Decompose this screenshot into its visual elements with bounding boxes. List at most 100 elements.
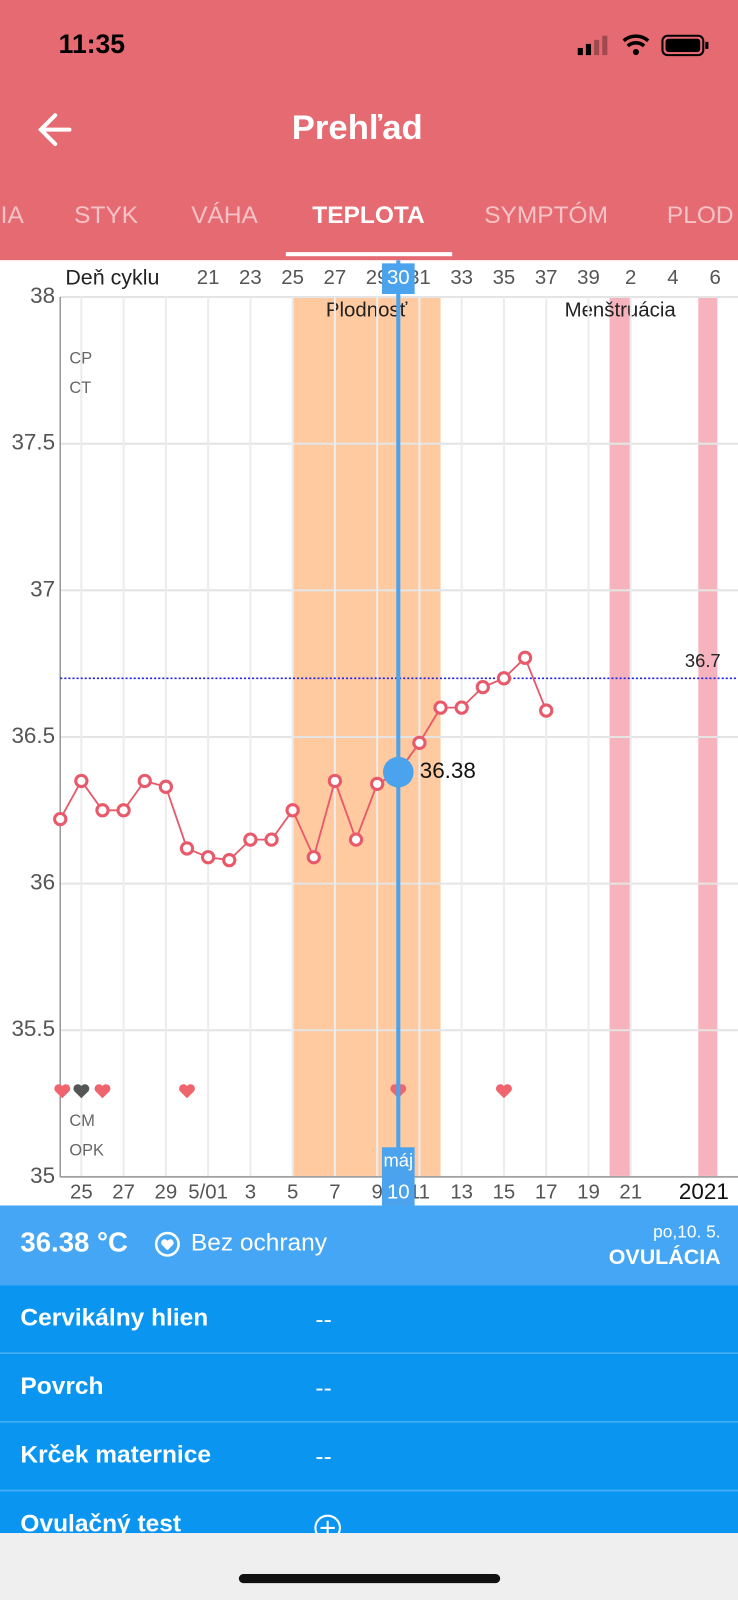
selected-cycle-day: 30 <box>387 267 410 289</box>
status-time: 11:35 <box>59 29 126 59</box>
heart <box>495 1084 512 1099</box>
screen-title: Prehľad <box>292 109 423 147</box>
data-point <box>53 811 68 827</box>
tab-bar: IA STYK VÁHA TEPLOTA SYMPTÓM PLOD <box>1 202 734 229</box>
data-point <box>264 832 279 847</box>
heart <box>73 1084 90 1099</box>
data-point <box>137 773 152 789</box>
x-tick-label: 21 <box>619 1182 642 1204</box>
tab[interactable]: STYK <box>74 202 139 229</box>
cycle-day-label: 4 <box>667 267 678 289</box>
y-tick-label: 35.5 <box>11 1016 55 1041</box>
add-button-plus <box>320 1520 335 1536</box>
data-point <box>517 650 533 665</box>
detail-label[interactable]: Krček maternice <box>20 1442 211 1469</box>
active-tab-indicator <box>285 252 453 257</box>
summary-phase: OVULÁCIA <box>609 1244 721 1269</box>
data-point <box>475 679 490 695</box>
x-tick-label: 27 <box>112 1182 135 1204</box>
data-point <box>222 853 237 868</box>
x-tick-label: 5/01 <box>188 1182 228 1204</box>
cycle-day-label: 37 <box>535 267 558 289</box>
y-tick-label: 37 <box>30 576 55 601</box>
x-tick-label: 7 <box>329 1182 340 1204</box>
band-label: Plodnosť <box>326 300 408 322</box>
cycle-day-label: 21 <box>197 267 220 289</box>
home-indicator <box>238 1573 501 1584</box>
details-list: Cervikálny hlien -- Povrch -- Krček maternic… <box>0 1304 738 1542</box>
y-tick-label: 37.5 <box>11 430 55 455</box>
selected-point <box>382 756 414 788</box>
tab[interactable]: SYMPTÓM <box>484 202 608 229</box>
data-point <box>454 700 469 715</box>
year-label: 2021 <box>679 1179 729 1204</box>
coverline-label: 36.7 <box>685 650 721 671</box>
y-tick-label: 36 <box>30 870 55 895</box>
cycle-day-label: 2 <box>625 267 636 289</box>
app-bar <box>0 0 738 261</box>
x-tick-label: 5 <box>287 1182 298 1204</box>
selected-bottom-box <box>381 1147 415 1206</box>
data-point <box>158 779 174 794</box>
back-button[interactable] <box>37 113 72 146</box>
row-label: CM <box>69 1112 94 1130</box>
data-point <box>496 671 512 686</box>
y-tick-label: 35 <box>30 1163 55 1188</box>
data-point <box>433 700 448 715</box>
summary-temperature: 36.38 °C <box>20 1227 128 1258</box>
detail-label[interactable]: Ovulačný test <box>20 1510 181 1537</box>
tab[interactable]: TEPLOTA <box>312 202 425 229</box>
data-point <box>243 832 258 847</box>
data-point <box>370 776 385 792</box>
cycle-day-label: 23 <box>239 267 262 289</box>
detail-label[interactable]: Cervikálny hlien <box>20 1304 208 1331</box>
x-tick-label: 25 <box>70 1182 93 1204</box>
detail-value: -- <box>315 1375 331 1402</box>
selected-value-label: 36.38 <box>420 758 476 783</box>
cycle-day-label: 35 <box>493 267 516 289</box>
data-point <box>285 803 300 818</box>
cycle-day-label: 39 <box>577 267 600 289</box>
data-point <box>200 850 216 865</box>
x-tick-label: 9 <box>371 1182 382 1204</box>
protection-icon <box>154 1231 180 1257</box>
chart: Plodnosť Menštruácia3535.53636.53737.538D… <box>0 260 738 1206</box>
band-label: Menštruácia <box>565 300 677 322</box>
detail-value: -- <box>315 1444 331 1471</box>
cycle-day-label: 6 <box>710 267 721 289</box>
detail-label[interactable]: Povrch <box>20 1373 103 1400</box>
heart <box>94 1084 111 1099</box>
summary-protection: Bez ochrany <box>191 1230 328 1257</box>
x-tick-label: 3 <box>245 1182 256 1204</box>
y-tick-label: 36.5 <box>11 723 55 748</box>
data-point <box>116 803 131 818</box>
heart <box>179 1084 195 1099</box>
x-tick-label: 13 <box>450 1182 473 1204</box>
selected-top-box <box>381 263 415 294</box>
x-tick-label: 19 <box>577 1182 600 1204</box>
cycle-day-label: 33 <box>450 267 473 289</box>
selected-date: 10 <box>387 1182 410 1204</box>
heart <box>54 1084 71 1099</box>
top-axis-label: Deň cyklu <box>65 265 159 289</box>
row-label: CT <box>69 379 91 397</box>
data-point <box>412 735 427 750</box>
status-icons <box>577 34 709 57</box>
tab[interactable]: PLOD <box>667 202 734 229</box>
row-label: OPK <box>69 1142 104 1160</box>
details-panel <box>0 1285 738 1534</box>
selected-month: máj <box>383 1149 413 1170</box>
selected-line <box>396 260 401 1206</box>
y-tick-label: 38 <box>30 283 55 308</box>
data-point <box>539 703 554 718</box>
data-point <box>348 832 364 847</box>
data-point <box>306 850 321 865</box>
row-label: CP <box>69 350 92 368</box>
x-tick-label: 29 <box>155 1182 178 1204</box>
tab[interactable]: IA <box>1 202 25 229</box>
tab[interactable]: VÁHA <box>191 202 258 229</box>
cycle-day-label: 25 <box>281 267 304 289</box>
data-point <box>95 803 110 818</box>
x-tick-label: 15 <box>493 1182 516 1204</box>
data-point <box>327 773 343 789</box>
